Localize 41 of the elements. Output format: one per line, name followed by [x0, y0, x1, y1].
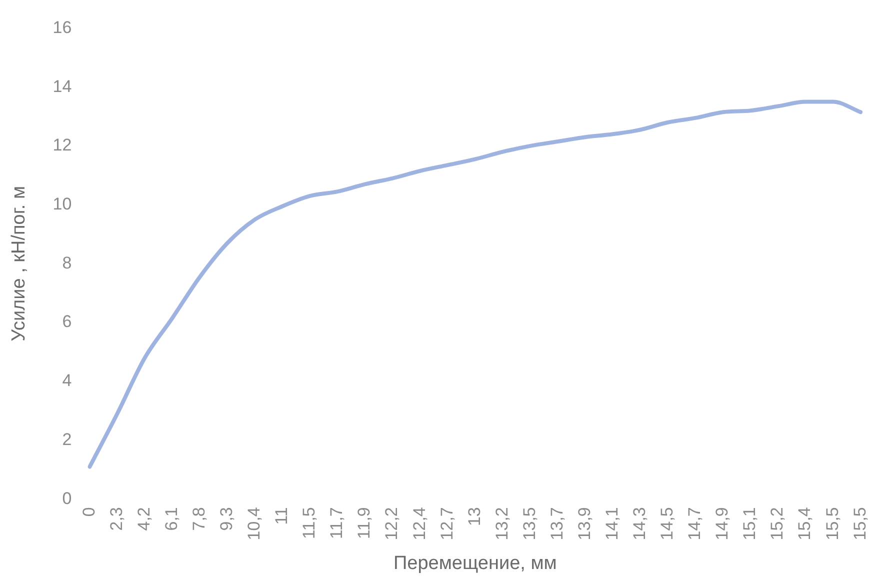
x-tick-label: 15,2: [768, 507, 787, 540]
x-tick-label: 11,5: [300, 507, 319, 539]
x-tick-label: 15,1: [740, 507, 760, 540]
x-axis-title: Перемещение, мм: [393, 552, 557, 574]
line-series: [88, 100, 863, 469]
x-tick-label: 11,7: [327, 507, 346, 539]
x-tick-label: 13,2: [492, 507, 512, 540]
y-tick-label: 8: [62, 253, 72, 272]
x-tick-label: 0: [79, 507, 98, 517]
y-tick-label: 16: [52, 18, 72, 37]
y-tick-label: 6: [62, 312, 72, 332]
x-tick-label: 12,4: [410, 507, 429, 540]
x-tick-label: 11,9: [354, 507, 374, 539]
x-tick-label: 2,3: [106, 507, 126, 531]
x-tick-label: 15,5: [822, 507, 842, 540]
y-tick-label: 2: [62, 430, 72, 449]
x-tick-label: 4,2: [134, 507, 154, 531]
x-tick-label: 10,4: [244, 507, 264, 540]
x-tick-label: 12,2: [382, 507, 402, 540]
x-tick-label: 14,5: [658, 507, 677, 540]
x-tick-label: 13,9: [574, 507, 594, 540]
y-tick-label: 4: [62, 371, 72, 390]
x-tick-label: 7,8: [190, 507, 209, 531]
x-tick-label: 14,1: [602, 507, 622, 540]
x-tick-label: 13,7: [547, 507, 566, 540]
x-tick-label: 14,7: [685, 507, 704, 540]
x-tick-label: 14,9: [712, 507, 732, 540]
y-tick-label: 14: [52, 76, 72, 96]
x-tick-label: 11: [272, 507, 292, 525]
x-tick-label: 15,5: [850, 507, 870, 540]
x-tick-label: 12,7: [437, 507, 456, 540]
x-tick-label: 13,5: [520, 507, 539, 540]
y-axis-title: Усилие , кН/пог. м: [8, 186, 30, 342]
x-tick-label: 14,3: [630, 507, 650, 540]
x-tick-label: 15,4: [795, 507, 814, 540]
y-tick-label: 12: [52, 136, 72, 155]
y-tick-label: 10: [52, 194, 72, 214]
y-tick-label: 0: [62, 488, 72, 508]
x-tick-label: 9,3: [217, 507, 236, 531]
x-tick-label: 13: [464, 507, 484, 526]
x-tick-label: 6,1: [162, 507, 181, 531]
